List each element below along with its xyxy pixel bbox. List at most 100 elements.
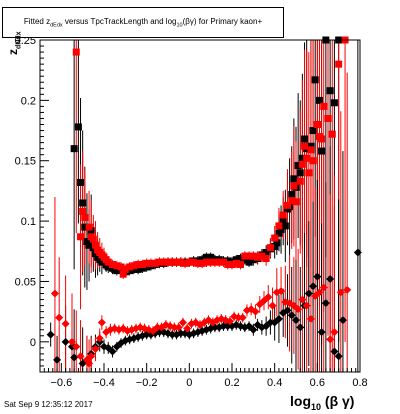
data-point-square: [87, 227, 95, 235]
data-point-square: [237, 261, 245, 269]
data-point-diamond: [219, 322, 228, 331]
x-tick-label: 0.8: [352, 377, 367, 389]
data-point-diamond: [330, 347, 339, 356]
data-point-square: [315, 96, 323, 104]
data-point-square: [335, 60, 343, 68]
data-point-square: [275, 222, 283, 230]
data-point-diamond: [168, 330, 177, 339]
data-point-square: [147, 259, 155, 267]
y-tick-label: 0.25: [15, 35, 36, 47]
data-point-square: [79, 207, 87, 215]
markers-layer: [46, 36, 362, 368]
data-point-diamond: [304, 289, 313, 298]
data-point-square: [307, 146, 315, 154]
data-point-diamond: [343, 285, 352, 294]
y-tick-label: 0.2: [21, 95, 36, 107]
data-point-diamond: [61, 319, 70, 328]
data-point-square: [318, 135, 326, 143]
data-point-square: [241, 256, 249, 264]
data-point-diamond: [68, 337, 76, 346]
x-axis-label: log10 (β γ): [290, 393, 355, 412]
data-point-square: [224, 261, 232, 269]
data-point-square: [215, 258, 223, 266]
data-point-square: [288, 191, 296, 199]
data-point-diamond: [283, 306, 292, 315]
data-point-square: [232, 256, 240, 264]
data-point-diamond: [298, 295, 307, 304]
data-point-square: [301, 142, 309, 150]
data-point-diamond: [178, 318, 187, 327]
data-point-square: [262, 248, 270, 256]
data-point-square: [181, 259, 189, 267]
data-point-square: [266, 244, 274, 252]
data-point-diamond: [306, 314, 315, 323]
data-point-diamond: [326, 335, 335, 344]
data-point-diamond: [302, 301, 311, 310]
data-point-square: [232, 259, 240, 267]
data-point-square: [77, 233, 85, 241]
data-point-diamond: [174, 323, 183, 332]
data-point-diamond: [336, 288, 345, 297]
data-point-square: [324, 114, 332, 122]
data-point-square: [249, 252, 257, 260]
data-point-square: [245, 252, 253, 260]
data-point-square: [249, 256, 257, 264]
data-point-diamond: [153, 323, 162, 332]
x-tick-label: 0.6: [310, 377, 325, 389]
data-point-square: [74, 123, 82, 131]
data-point-square: [173, 258, 181, 266]
data-point-square: [298, 160, 306, 168]
data-point-square: [89, 235, 97, 243]
data-point-square: [85, 241, 93, 249]
data-point-square: [207, 258, 215, 266]
data-point-square: [219, 258, 227, 266]
data-point-square: [207, 253, 215, 261]
data-point-diamond: [176, 329, 185, 338]
data-point-square: [91, 250, 99, 258]
data-point-diamond: [97, 318, 106, 327]
data-point-square: [311, 76, 319, 84]
data-point-square: [202, 253, 210, 261]
data-point-diamond: [249, 325, 258, 334]
data-point-square: [138, 261, 146, 269]
data-point-diamond: [53, 355, 62, 364]
data-point-square: [228, 261, 236, 269]
data-point-diamond: [251, 307, 260, 316]
data-point-square: [198, 256, 206, 264]
data-point-diamond: [76, 352, 85, 361]
data-point-square: [318, 147, 326, 155]
data-point-diamond: [309, 282, 318, 291]
data-point-square: [81, 223, 89, 231]
data-point-square: [143, 259, 151, 267]
data-point-square: [283, 201, 291, 209]
data-point-square: [296, 169, 304, 177]
data-point-diamond: [330, 328, 339, 337]
data-point-square: [126, 263, 134, 271]
data-point-square: [275, 229, 283, 237]
data-point-diamond: [50, 289, 59, 298]
data-point-square: [77, 178, 85, 186]
data-point-diamond: [334, 352, 343, 361]
data-point-square: [271, 242, 279, 250]
data-point-square: [160, 258, 168, 266]
data-point-diamond: [315, 288, 324, 297]
data-point-diamond: [264, 293, 273, 302]
data-point-diamond: [317, 328, 326, 337]
data-point-square: [305, 169, 313, 177]
data-point-square: [301, 135, 309, 143]
data-point-diamond: [292, 316, 300, 325]
data-point-diamond: [183, 324, 192, 333]
data-point-square: [273, 239, 281, 247]
data-point-square: [134, 265, 142, 273]
data-point-diamond: [46, 330, 55, 339]
x-tick-label: −0.6: [50, 377, 72, 389]
x-tick-label: −0.4: [93, 377, 115, 389]
data-point-square: [328, 130, 336, 138]
data-point-square: [245, 258, 253, 266]
data-point-square: [198, 259, 206, 267]
chart-title-text: Fitted zdEdx versus TpcTrackLength and l…: [23, 16, 263, 29]
data-point-diamond: [95, 334, 104, 343]
data-point-square: [155, 258, 163, 266]
data-point-square: [130, 262, 138, 270]
data-point-diamond: [70, 353, 79, 362]
